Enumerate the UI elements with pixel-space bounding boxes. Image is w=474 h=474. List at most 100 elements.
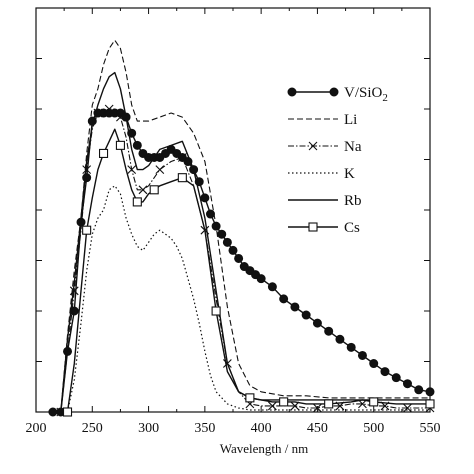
data-point-v-sio2: [290, 302, 300, 312]
data-point-v-sio2: [200, 193, 210, 203]
series-layer: [48, 39, 435, 417]
legend-label-v-sio2: V/SiO2: [344, 85, 388, 104]
x-tick-label-450: 450: [307, 421, 328, 436]
data-point-v-sio2: [414, 385, 424, 395]
data-point-cs: [82, 225, 92, 235]
x-marker-stroke: [268, 401, 277, 411]
legend-marker: [287, 87, 297, 97]
data-point-cs: [132, 197, 142, 207]
data-point-na: [138, 185, 148, 195]
legend-marker: [308, 141, 318, 151]
x-marker-stroke: [155, 165, 165, 174]
data-point-v-sio2: [301, 310, 311, 320]
data-point-v-sio2: [267, 282, 277, 292]
data-point-v-sio2: [380, 367, 390, 377]
data-point-cs: [245, 393, 255, 403]
data-point-cs: [369, 397, 379, 407]
data-point-cs: [149, 185, 159, 195]
data-point-v-sio2: [132, 140, 142, 150]
data-point-na: [268, 401, 277, 411]
x-marker-stroke: [403, 403, 412, 413]
data-point-na: [290, 401, 300, 411]
legend-item-rb: Rb: [288, 193, 362, 209]
x-tick-label-350: 350: [194, 421, 215, 436]
data-point-v-sio2: [312, 318, 322, 328]
x-marker-stroke: [127, 165, 137, 174]
series-line-rb: [60, 71, 430, 413]
legend-item-na: Na: [288, 139, 362, 155]
plot-frame: [35, 7, 431, 413]
x-marker-stroke: [138, 185, 148, 195]
legend-label-na: Na: [344, 139, 362, 155]
x-tick-label-250: 250: [82, 421, 103, 436]
data-point-v-sio2: [357, 350, 367, 360]
x-marker-stroke: [69, 286, 79, 296]
data-point-na: [127, 165, 137, 174]
data-point-v-sio2: [48, 407, 58, 417]
data-point-v-sio2: [346, 342, 356, 352]
x-marker-stroke: [116, 112, 125, 122]
data-point-v-sio2: [425, 387, 435, 397]
data-point-na: [69, 286, 79, 296]
x-tick-label-500: 500: [363, 421, 384, 436]
data-point-cs: [425, 399, 435, 409]
x-axis-title: Wavelength / nm: [220, 441, 309, 456]
data-point-na: [403, 403, 412, 413]
x-tick-label-550: 550: [420, 421, 441, 436]
legend-label-cs: Cs: [344, 220, 360, 236]
data-point-na: [155, 165, 165, 174]
data-point-na: [82, 165, 92, 174]
legend-item-cs: Cs: [288, 220, 360, 236]
x-marker-stroke: [313, 403, 322, 413]
x-tick-label-300: 300: [138, 421, 159, 436]
data-point-v-sio2: [369, 359, 379, 369]
legend-item-k: K: [288, 166, 355, 182]
x-tick-label-400: 400: [251, 421, 272, 436]
data-point-cs: [211, 306, 221, 316]
data-point-cs: [62, 407, 73, 417]
data-point-cs: [177, 173, 187, 183]
x-marker-stroke: [82, 165, 92, 174]
axis-ticks: 200 250 300 350 400 450 500 550: [26, 8, 441, 436]
data-point-na: [116, 112, 125, 122]
data-point-v-sio2: [402, 379, 412, 389]
plot-border: [35, 7, 431, 413]
data-point-na: [104, 104, 114, 114]
legend-label-k: K: [344, 166, 355, 182]
legend-label-li: Li: [344, 112, 357, 128]
data-point-cs: [98, 148, 109, 158]
data-point-v-sio2: [205, 209, 215, 219]
series-na: [56, 104, 435, 417]
data-point-v-sio2: [391, 373, 401, 383]
series-rb: [60, 71, 430, 413]
data-point-na: [358, 399, 367, 409]
data-point-na: [177, 153, 187, 162]
legend-label-rb: Rb: [344, 193, 362, 209]
x-marker-stroke: [104, 104, 114, 114]
x-marker-stroke: [290, 401, 300, 411]
data-point-v-sio2: [217, 229, 227, 239]
x-marker-stroke: [308, 141, 318, 151]
series-k: [66, 185, 430, 413]
data-point-v-sio2: [222, 237, 232, 247]
data-point-na: [313, 403, 322, 413]
data-point-v-sio2: [335, 334, 345, 344]
legend-marker: [308, 222, 318, 232]
legend: V/SiO2 Li Na K Rb Cs: [287, 85, 388, 236]
x-marker-stroke: [358, 399, 367, 409]
data-point-v-sio2: [279, 294, 289, 304]
x-marker-stroke: [177, 153, 187, 162]
legend-item-v-sio2: V/SiO2: [287, 85, 388, 104]
data-point-v-sio2: [234, 253, 244, 263]
series-cs: [62, 128, 435, 417]
data-point-v-sio2: [256, 274, 266, 284]
legend-marker: [329, 87, 339, 97]
data-point-cs: [115, 140, 125, 150]
series-line-k: [66, 185, 430, 413]
x-tick-label-200: 200: [26, 421, 47, 436]
data-point-cs: [324, 399, 334, 409]
data-point-v-sio2: [228, 245, 238, 255]
data-point-v-sio2: [324, 326, 334, 336]
series-li: [60, 39, 430, 413]
